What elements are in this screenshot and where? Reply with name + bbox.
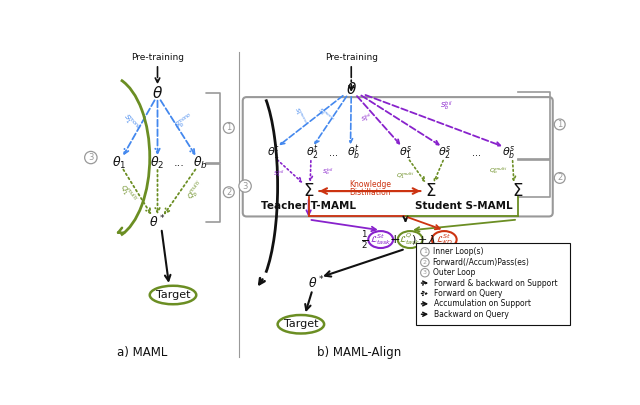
Text: Teacher T-MAML: Teacher T-MAML (261, 201, 356, 211)
Text: $S_b^{bil}$: $S_b^{bil}$ (440, 100, 453, 113)
Text: $\theta_b$: $\theta_b$ (193, 155, 207, 171)
Text: Target: Target (156, 290, 190, 300)
Text: $\theta_1^t$: $\theta_1^t$ (268, 143, 280, 162)
Text: $\mathcal{L}_{task}^{Q}$: $\mathcal{L}_{task}^{Q}$ (399, 232, 421, 247)
Ellipse shape (150, 286, 196, 304)
Circle shape (223, 123, 234, 133)
Circle shape (420, 247, 429, 256)
Text: $S_1^{bil}$: $S_1^{bil}$ (273, 168, 285, 179)
Text: $S_2^{mono}$: $S_2^{mono}$ (316, 106, 336, 125)
Text: $\theta$: $\theta$ (152, 85, 163, 101)
Text: $\mathcal{L}_{KD}^{St}$: $\mathcal{L}_{KD}^{St}$ (436, 232, 452, 247)
Text: $\mathcal{L}_{task}^{St}$: $\mathcal{L}_{task}^{St}$ (370, 232, 392, 247)
Text: Forward & backward on Support: Forward & backward on Support (434, 279, 558, 288)
Circle shape (554, 173, 565, 183)
Text: ...: ... (174, 158, 184, 168)
Text: 3: 3 (243, 181, 248, 190)
Text: $\Sigma$: $\Sigma$ (303, 182, 314, 200)
Text: Target: Target (284, 319, 318, 329)
Text: $S_b^{bil}$: $S_b^{bil}$ (322, 166, 334, 177)
Text: $\frac{1}{2}$: $\frac{1}{2}$ (362, 228, 369, 251)
Text: $Q_b^{multi}$: $Q_b^{multi}$ (489, 165, 508, 176)
Text: $\theta^*$: $\theta^*$ (308, 275, 324, 292)
Text: ...: ... (328, 147, 337, 158)
Text: 1: 1 (423, 249, 427, 254)
Text: Distillation: Distillation (349, 188, 390, 197)
Text: $S_1^{bil}$: $S_1^{bil}$ (360, 111, 374, 125)
Text: 2: 2 (226, 188, 232, 197)
Text: Inner Loop(s): Inner Loop(s) (433, 247, 483, 256)
Circle shape (223, 187, 234, 198)
Text: Accumulation on Support: Accumulation on Support (434, 299, 531, 308)
Ellipse shape (397, 231, 422, 248)
Text: 1: 1 (226, 124, 232, 132)
Text: $S_1^{mono}$: $S_1^{mono}$ (119, 113, 141, 136)
Text: $\theta_1$: $\theta_1$ (111, 155, 126, 171)
Text: $) + \lambda$: $) + \lambda$ (412, 233, 437, 246)
Text: $\theta_2^t$: $\theta_2^t$ (306, 143, 319, 162)
Text: $\theta_b^t$: $\theta_b^t$ (347, 143, 360, 162)
Text: $\theta_2$: $\theta_2$ (150, 155, 164, 171)
Text: 2: 2 (557, 173, 563, 183)
Text: $S_b^{mono}$: $S_b^{mono}$ (173, 111, 197, 132)
Circle shape (239, 180, 252, 192)
Ellipse shape (432, 231, 457, 248)
Text: 1: 1 (557, 120, 563, 129)
Text: Forward(/Accum)Pass(es): Forward(/Accum)Pass(es) (433, 258, 529, 267)
Text: Backward on Query: Backward on Query (434, 310, 509, 319)
Text: $\theta_b^s$: $\theta_b^s$ (502, 144, 515, 161)
Text: a) MAML: a) MAML (117, 346, 167, 359)
Text: $+$: $+$ (389, 233, 400, 246)
Text: 2: 2 (423, 260, 427, 265)
Text: $\theta$: $\theta$ (346, 81, 356, 97)
Text: b) MAML-Align: b) MAML-Align (317, 346, 401, 359)
Text: Student S-MAML: Student S-MAML (415, 201, 513, 211)
Text: $Q_1^{multi}$: $Q_1^{multi}$ (116, 181, 140, 205)
Text: 3: 3 (88, 153, 93, 162)
Text: $S_1^{mono}$: $S_1^{mono}$ (291, 106, 308, 127)
Ellipse shape (278, 315, 324, 333)
Circle shape (420, 258, 429, 266)
Text: $\Sigma$: $\Sigma$ (426, 182, 436, 200)
Text: $\theta^*$: $\theta^*$ (149, 213, 166, 230)
Ellipse shape (368, 231, 393, 248)
FancyBboxPatch shape (415, 243, 570, 325)
Circle shape (554, 119, 565, 130)
Text: Outer Loop: Outer Loop (433, 268, 475, 277)
Text: $Q_b^{multi}$: $Q_b^{multi}$ (183, 178, 206, 202)
Circle shape (84, 151, 97, 164)
Text: $Q_1^{multi}$: $Q_1^{multi}$ (396, 170, 415, 181)
Text: $\theta_1^s$: $\theta_1^s$ (399, 144, 412, 161)
Text: Forward on Query: Forward on Query (434, 289, 502, 298)
Text: Knowledge: Knowledge (349, 180, 391, 190)
Text: $\Sigma$: $\Sigma$ (512, 182, 524, 200)
Text: 3: 3 (423, 270, 427, 275)
Text: Pre-training: Pre-training (131, 53, 184, 62)
Text: ...: ... (472, 147, 481, 158)
FancyBboxPatch shape (243, 97, 553, 216)
Text: $\theta_2^s$: $\theta_2^s$ (438, 144, 451, 161)
Circle shape (420, 269, 429, 277)
Text: Pre-training: Pre-training (324, 53, 378, 62)
